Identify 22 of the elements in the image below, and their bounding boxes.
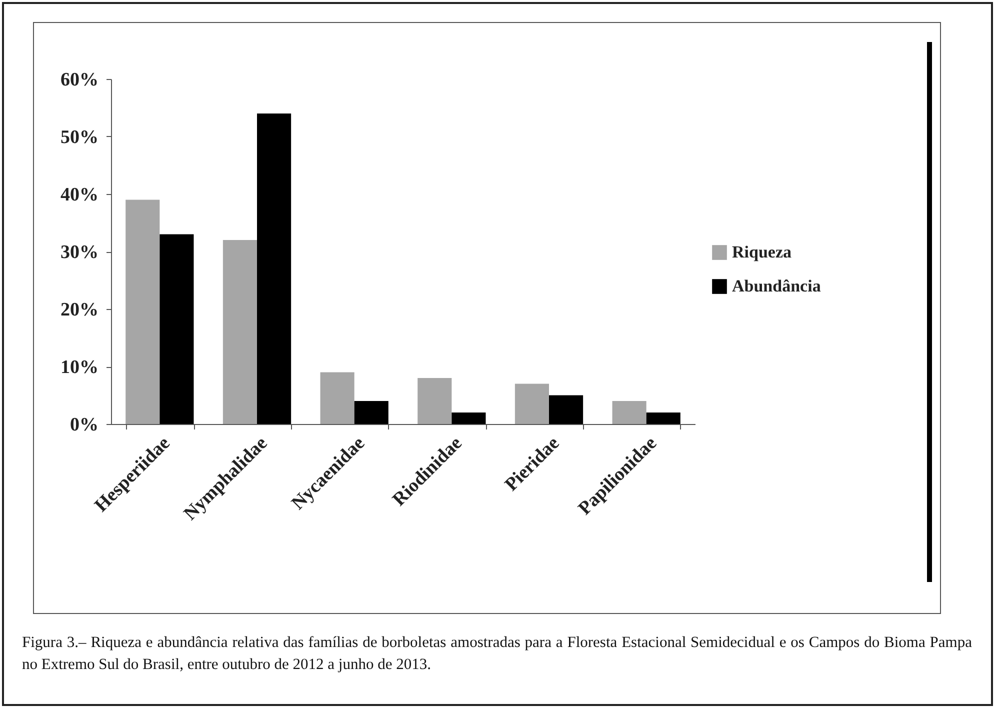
bar xyxy=(452,412,486,424)
bar xyxy=(514,384,549,424)
bar xyxy=(320,372,354,424)
bar xyxy=(612,401,646,424)
text: Figura 3.– Riqueza e abundância relativa das famílias de borboletas amostradas para a Floresta Estacional Semidecidual e os Campos do Bioma Pampa no Extremo Sul do Brasil, entre outubro de 2012 a junho de 2013. xyxy=(22,633,972,675)
bar xyxy=(354,401,388,424)
bar xyxy=(257,114,292,424)
y-tick-label: 50% xyxy=(60,127,98,148)
y-tick-label: 40% xyxy=(60,184,98,206)
y-tick-label: 10% xyxy=(60,357,98,378)
bar xyxy=(418,378,452,424)
bar xyxy=(126,200,160,424)
bar xyxy=(549,395,584,424)
bar xyxy=(222,240,257,424)
y-tick-label: 0% xyxy=(70,414,98,436)
legend-label: Riqueza xyxy=(732,242,792,262)
y-tick-label: 30% xyxy=(60,242,98,263)
bar xyxy=(160,234,194,424)
legend-label: Abundância xyxy=(732,276,822,296)
y-tick-label: 20% xyxy=(60,300,98,320)
bar xyxy=(646,412,680,424)
y-tick-label: 60% xyxy=(60,70,98,90)
